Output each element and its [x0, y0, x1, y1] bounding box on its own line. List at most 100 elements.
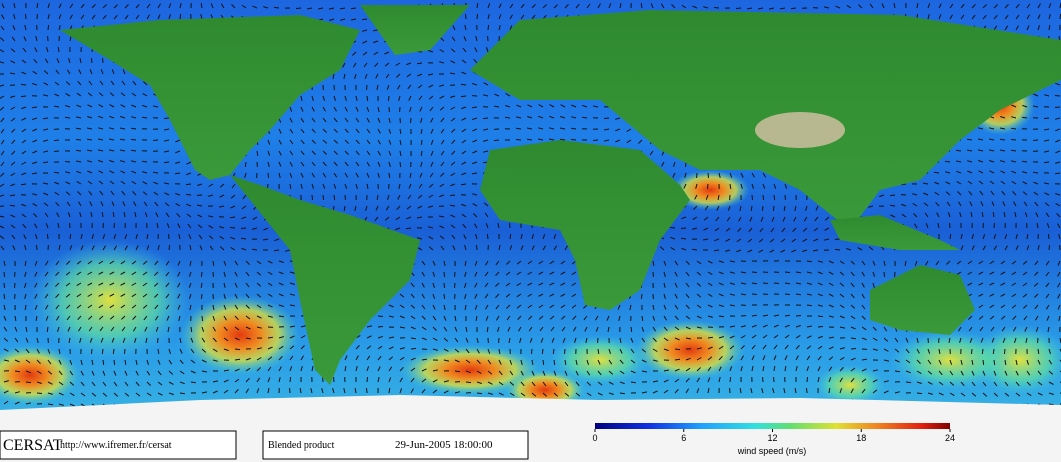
wind-arrow	[978, 271, 984, 275]
wind-arrow	[365, 205, 368, 211]
wind-arrow	[685, 377, 690, 383]
wind-arrow	[549, 115, 555, 119]
wind-arrow	[289, 161, 293, 167]
wind-arrow	[806, 304, 812, 307]
wind-arrow	[971, 381, 976, 387]
wind-arrow	[1012, 326, 1017, 332]
wind-arrow	[366, 183, 369, 189]
wind-arrow	[24, 282, 27, 288]
wind-arrow	[75, 139, 82, 141]
wind-arrow	[1015, 14, 1020, 20]
wind-arrow	[32, 203, 38, 207]
wind-arrow	[322, 161, 327, 167]
wind-arrow	[795, 315, 802, 317]
wind-arrow	[135, 245, 139, 251]
wind-arrow	[561, 326, 566, 332]
wind-arrow	[428, 73, 434, 76]
wind-arrow	[738, 216, 742, 222]
wind-arrow	[175, 161, 181, 164]
wind-arrow	[77, 191, 82, 196]
wind-arrow	[707, 336, 713, 339]
wind-arrow	[208, 215, 214, 218]
wind-arrow	[696, 260, 702, 265]
wind-arrow	[399, 366, 404, 372]
wind-arrow	[861, 282, 865, 288]
wind-arrow	[439, 95, 445, 99]
wind-arrow	[399, 139, 402, 146]
wind-arrow	[109, 271, 115, 275]
wind-arrow	[564, 359, 567, 365]
wind-arrow	[872, 282, 875, 288]
wind-arrow	[154, 201, 159, 207]
wind-arrow	[130, 149, 137, 152]
wind-arrow	[344, 128, 349, 133]
wind-arrow	[11, 36, 16, 42]
wind-arrow	[839, 304, 845, 309]
wind-arrow	[131, 104, 137, 108]
wind-arrow	[417, 84, 423, 89]
wind-arrow	[901, 183, 907, 186]
wind-arrow	[267, 388, 270, 394]
wind-arrow	[1047, 326, 1050, 332]
wind-arrow	[146, 3, 151, 9]
wind-arrow	[792, 227, 797, 233]
wind-arrow	[208, 194, 214, 197]
wind-arrow	[793, 216, 797, 222]
wind-arrow	[80, 14, 85, 20]
wind-arrow	[927, 392, 933, 395]
wind-arrow	[76, 92, 82, 97]
wind-arrow	[91, 234, 94, 240]
wind-arrow	[311, 106, 315, 112]
wind-arrow	[135, 370, 139, 376]
wind-arrow	[531, 14, 536, 20]
wind-arrow	[98, 271, 104, 275]
wind-arrow	[795, 271, 801, 274]
wind-arrow	[454, 348, 460, 353]
wind-arrow	[230, 246, 236, 251]
wind-arrow	[937, 222, 940, 229]
wind-arrow	[663, 379, 669, 383]
wind-arrow	[564, 4, 569, 9]
wind-arrow	[322, 106, 326, 112]
wind-arrow	[14, 401, 20, 405]
wind-arrow	[464, 24, 467, 31]
wind-arrow	[1012, 315, 1017, 321]
wind-arrow	[34, 293, 38, 299]
wind-arrow	[509, 14, 513, 20]
wind-arrow	[449, 204, 456, 207]
wind-arrow	[806, 282, 812, 285]
wind-arrow	[846, 4, 852, 9]
wind-arrow	[24, 245, 27, 251]
wind-arrow	[806, 345, 812, 350]
wind-arrow	[707, 304, 713, 308]
wind-arrow	[1054, 106, 1061, 108]
wind-arrow	[55, 282, 60, 287]
wind-arrow	[1001, 315, 1006, 320]
wind-arrow	[212, 390, 218, 394]
wind-arrow	[375, 205, 379, 211]
wind-arrow	[1055, 172, 1061, 175]
wind-arrow	[0, 106, 5, 111]
wind-arrow	[0, 139, 5, 145]
wind-arrow	[839, 377, 843, 383]
wind-arrow	[476, 244, 478, 251]
wind-arrow	[20, 83, 27, 86]
wind-arrow	[54, 191, 60, 196]
wind-arrow	[630, 370, 636, 374]
wind-arrow	[971, 245, 975, 251]
url: http://www.ifremer.fr/cersat	[60, 440, 172, 451]
wind-arrow	[583, 315, 588, 321]
wind-arrow	[564, 245, 568, 251]
wind-arrow	[289, 183, 292, 189]
wind-arrow	[439, 37, 445, 42]
wind-arrow	[440, 172, 445, 177]
wind-arrow	[223, 326, 228, 332]
wind-arrow	[619, 337, 622, 343]
wind-arrow	[883, 326, 888, 332]
wind-arrow	[485, 260, 489, 266]
wind-arrow	[1037, 381, 1043, 386]
wind-arrow	[90, 57, 93, 64]
wind-arrow	[725, 249, 731, 252]
wind-arrow	[11, 128, 16, 133]
wind-arrow	[177, 282, 181, 288]
